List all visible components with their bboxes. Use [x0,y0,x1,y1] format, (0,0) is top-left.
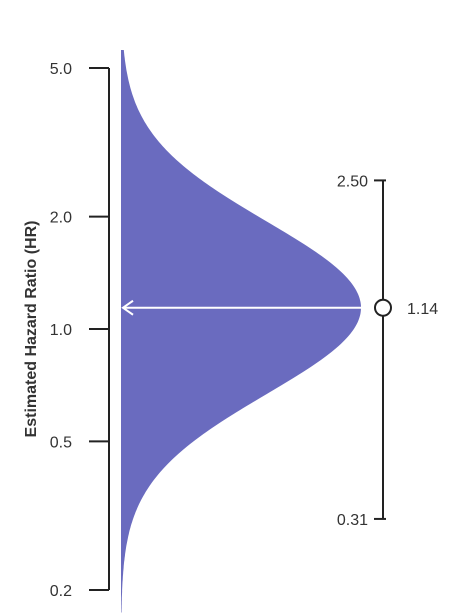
density-area [121,50,361,613]
confidence-interval: 2.50 0.31 1.14 [337,173,438,529]
y-tick-label: 0.5 [50,434,72,451]
ci-point-estimate [374,298,392,317]
estimate-label: 1.14 [407,301,438,318]
density-fill [121,50,361,613]
y-tick-label: 2.0 [50,210,72,227]
y-tick-label: 5.0 [50,61,72,78]
estimate-arrow [121,299,361,316]
y-tick-label: 0.2 [50,583,72,600]
ci-upper-label: 2.50 [337,173,368,190]
y-axis: 0.2 0.5 1.0 2.0 5.0 [50,61,110,600]
y-tick-label: 1.0 [50,322,72,339]
ci-lower-label: 0.31 [337,512,368,529]
arrow-head [121,299,134,316]
y-axis-label: Estimated Hazard Ratio (HR) [23,221,40,438]
